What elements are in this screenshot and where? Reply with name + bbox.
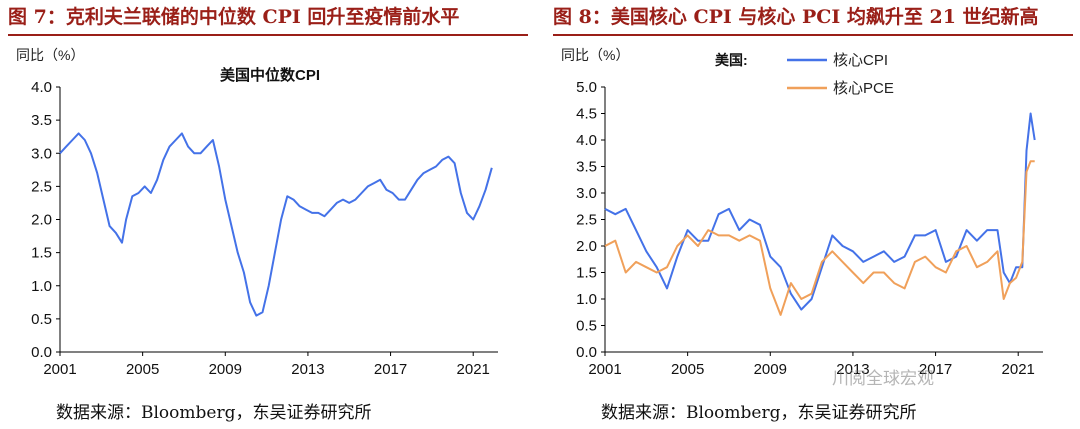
x-tick-label: 2005: [126, 361, 159, 378]
x-tick-label: 2009: [209, 361, 242, 378]
right-chart-panel: 图 8：美国核心 CPI 与核心 PCI 均飙升至 21 世纪新高 0.0 0.5…: [553, 0, 1080, 429]
y-tick-label: 1.0: [31, 278, 52, 295]
y-tick-label: 3.5: [576, 159, 597, 176]
y-tick-label: 0.5: [31, 311, 52, 328]
x-tick-label: 2013: [836, 361, 869, 378]
chart-title: 美国中位数CPI: [220, 66, 320, 84]
y-axis-unit-label: 同比（%）: [16, 47, 84, 63]
x-tick-label: 2005: [671, 361, 704, 378]
y-tick-label: 2.0: [576, 238, 597, 255]
y-tick-label: 4.0: [576, 132, 597, 149]
y-tick-label: 2.5: [31, 178, 52, 195]
y-tick-label: 0.5: [576, 318, 597, 335]
y-tick-label: 3.5: [31, 112, 52, 129]
legend-label: 核心CPI: [833, 52, 888, 69]
series-line-core-1: [604, 160, 1035, 316]
y-tick-label: 5.0: [576, 79, 597, 96]
y-axis-unit-label: 同比（%）: [561, 47, 629, 63]
left-line-chart: 0.0 0.5 1.0 1.5 2.0 2.5 3.0 3.5 4.0 2001 2005 2009 2…: [16, 47, 498, 378]
left-chart-panel: 图 7：克利夫兰联储的中位数 CPI 回升至疫情前水平 0.0 0.5 1.0 1.5…: [8, 0, 538, 429]
x-tick-label: 2009: [754, 361, 787, 378]
y-tick-label: 2.0: [31, 212, 52, 229]
right-line-chart: 0.0 0.5 1.0 1.5 2.0 2.5 3.0 3.5 4.0 4.5 5.0 2001 200…: [561, 47, 1043, 378]
right-title-rule: [553, 34, 1073, 36]
legend-header: 美国:: [715, 52, 748, 68]
y-tick-label: 1.0: [576, 291, 597, 308]
y-tick-label: 3.0: [31, 145, 52, 162]
series-line-median-cpi: [59, 132, 493, 317]
right-figure-title: 图 8：美国核心 CPI 与核心 PCI 均飙升至 21 世纪新高: [553, 6, 1039, 28]
y-tick-label: 1.5: [576, 265, 597, 282]
y-tick-label: 4.5: [576, 106, 597, 123]
y-tick-label: 0.0: [576, 344, 597, 361]
left-title-rule: [8, 34, 528, 36]
legend-label: 核心PCE: [833, 80, 894, 97]
x-tick-label: 2013: [291, 361, 324, 378]
y-tick-label: 2.5: [576, 212, 597, 229]
x-tick-label: 2021: [457, 361, 490, 378]
series-line-core-0: [604, 112, 1036, 311]
y-tick-label: 0.0: [31, 344, 52, 361]
watermark-text: 川阅全球宏观: [832, 369, 934, 389]
x-tick-label: 2001: [43, 361, 76, 378]
x-tick-label: 2021: [1002, 361, 1035, 378]
x-tick-label: 2017: [919, 361, 952, 378]
left-figure-title: 图 7：克利夫兰联储的中位数 CPI 回升至疫情前水平: [8, 6, 460, 28]
y-tick-label: 4.0: [31, 79, 52, 96]
x-tick-label: 2017: [374, 361, 407, 378]
right-source-note: 数据来源：Bloomberg，东吴证券研究所: [601, 403, 917, 423]
left-source-note: 数据来源：Bloomberg，东吴证券研究所: [56, 403, 372, 423]
y-tick-label: 3.0: [576, 185, 597, 202]
x-tick-label: 2001: [588, 361, 621, 378]
y-tick-label: 1.5: [31, 245, 52, 262]
